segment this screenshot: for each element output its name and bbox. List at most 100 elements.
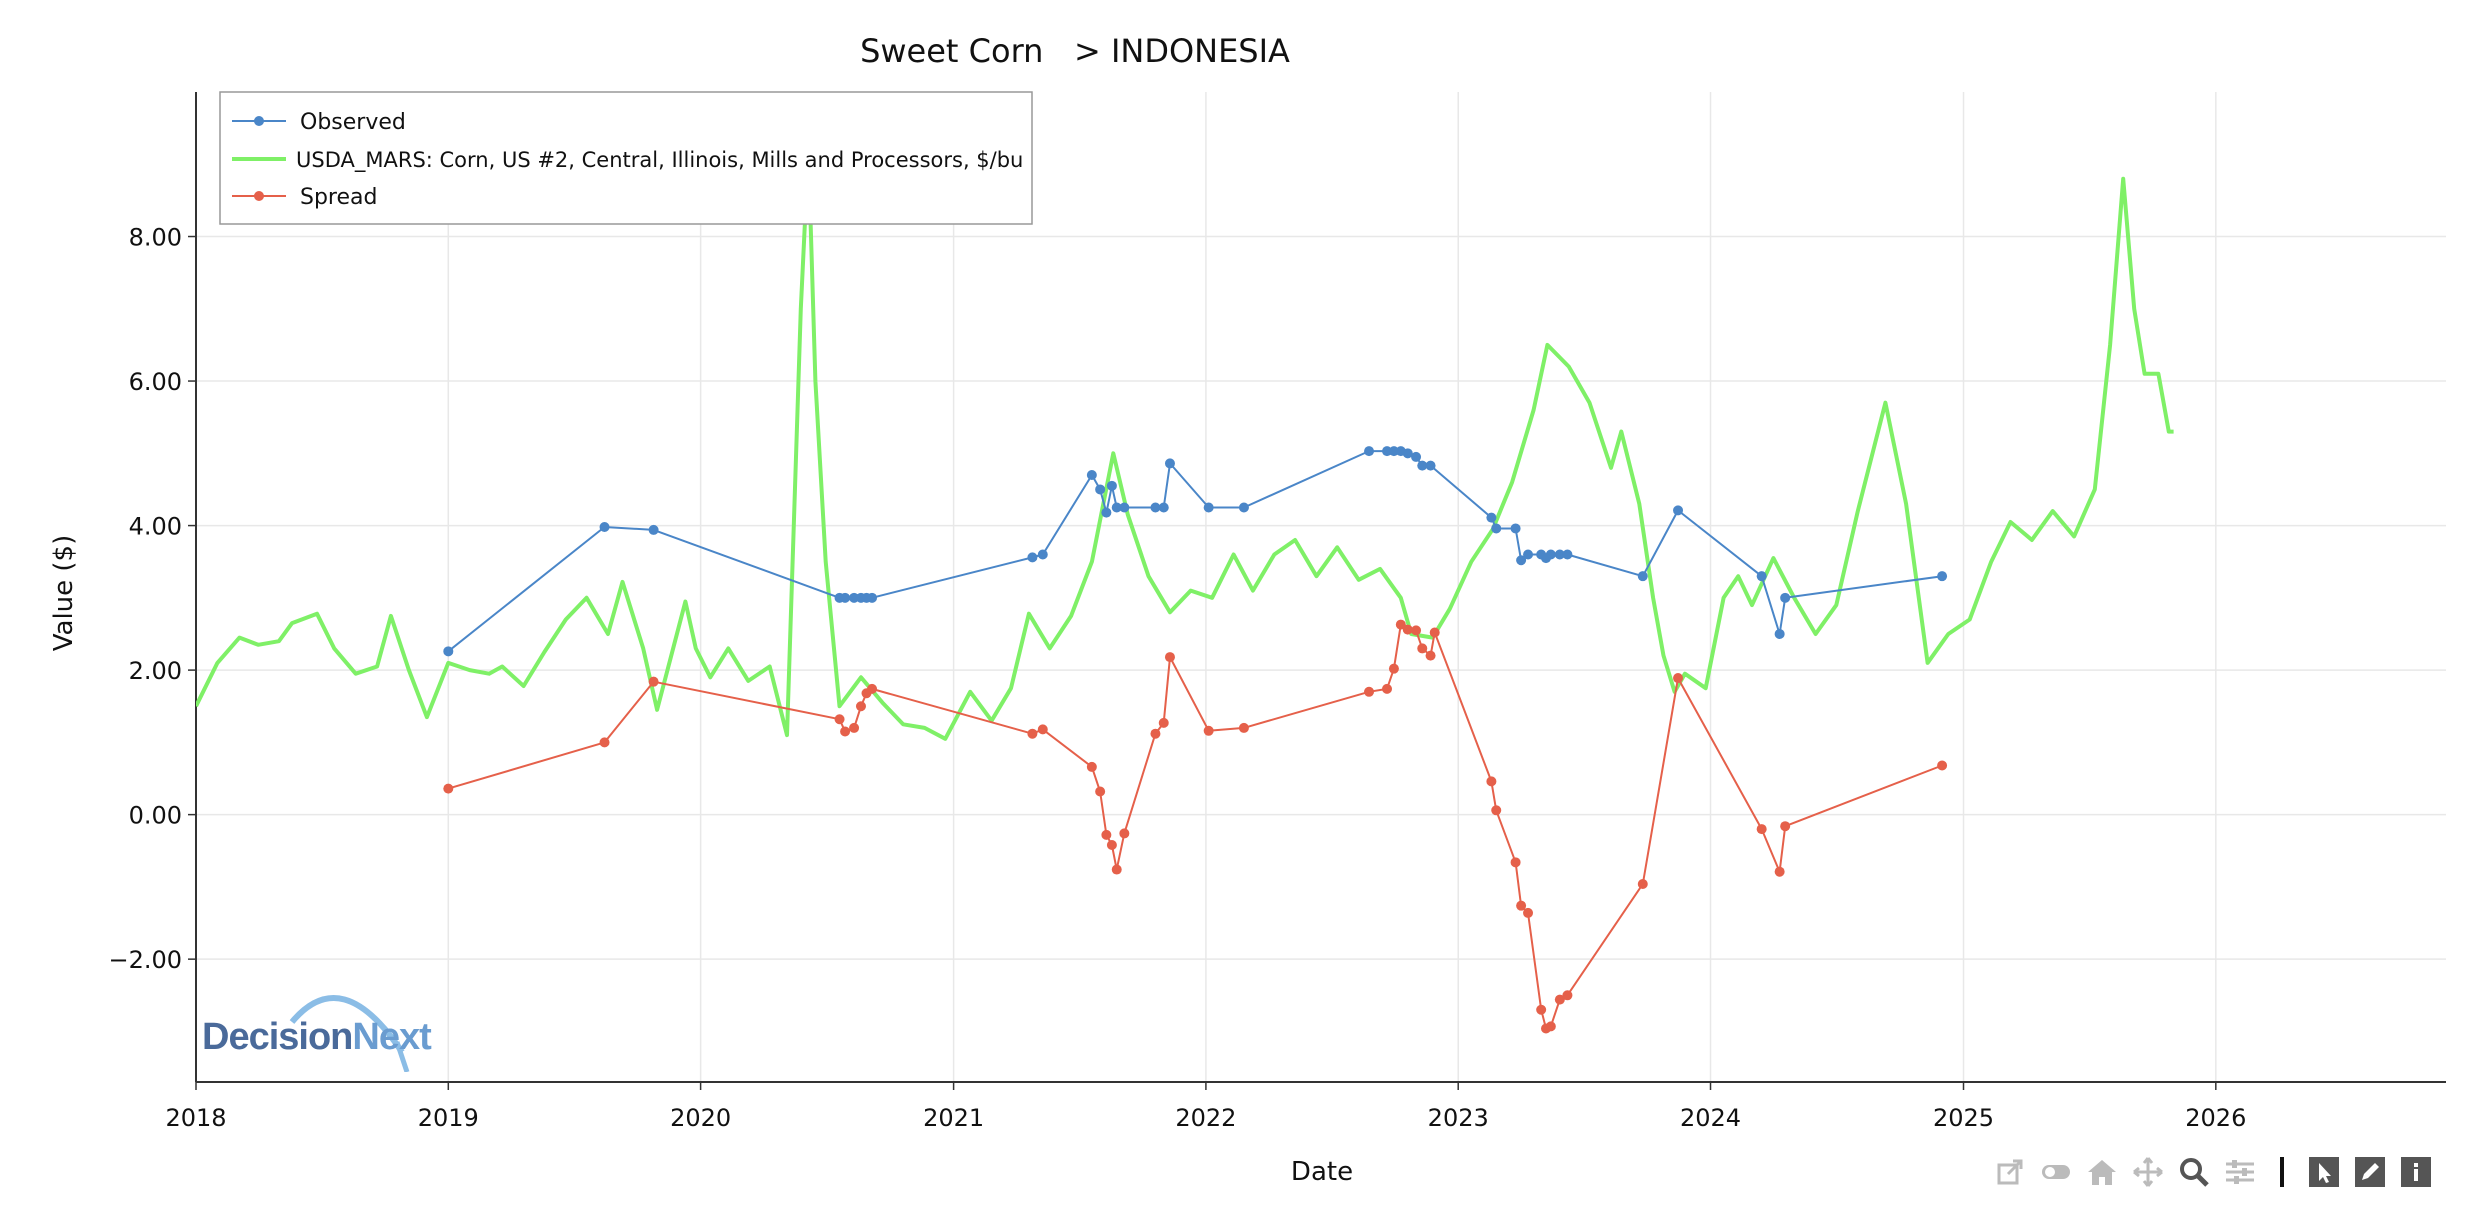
series-layer [196,147,2174,1034]
data-point [1203,725,1214,736]
x-tick-label: 2024 [1680,1104,1741,1132]
logo-text-next: Next [352,1016,431,1058]
y-tick-label: 0.00 [129,802,182,830]
y-axis-ticks: 8.00 6.00 4.00 2.00 0.00 −2.00 [108,224,196,974]
data-point [849,722,860,733]
data-point [1510,523,1521,534]
data-point [867,592,878,603]
data-point [1774,628,1785,639]
data-point [1238,502,1249,513]
data-point [1486,512,1497,523]
legend-item[interactable]: Spread [232,185,377,210]
legend-marker [254,116,264,126]
data-point [1429,627,1440,638]
data-point [1086,469,1097,480]
data-point [1027,552,1038,563]
data-point [1425,650,1436,661]
data-point [1037,724,1048,735]
data-point [1780,821,1791,832]
pan-icon [2133,1157,2163,1187]
edit-icon [2355,1157,2385,1187]
data-point [834,714,845,725]
zoom-icon [2180,1158,2209,1187]
data-point [840,726,851,737]
data-point [1095,786,1106,797]
data-point [443,646,454,657]
data-point [1545,549,1556,560]
x-tick-label: 2021 [923,1104,984,1132]
data-point [1491,805,1502,816]
data-point [1425,460,1436,471]
y-tick-label: 4.00 [129,513,182,541]
edit-button[interactable] [2350,1152,2390,1192]
zoom-button[interactable] [2174,1152,2214,1192]
data-point [1388,663,1399,674]
chart-title: Sweet Corn > INDONESIA [860,32,1290,70]
data-point [1756,824,1767,835]
data-point [1364,686,1375,697]
info-button[interactable] [2396,1152,2436,1192]
data-point [1402,448,1413,459]
data-point [1111,502,1122,513]
toggle-button[interactable] [2036,1152,2076,1192]
data-point [1536,1004,1547,1015]
data-point [849,592,860,603]
y-tick-label: 2.00 [129,657,182,685]
legend-label: Spread [300,185,377,210]
y-axis-label: Value ($) [49,535,79,652]
toolbar-separator [2280,1157,2284,1187]
home-icon [2088,1160,2116,1185]
data-point [599,522,610,533]
toggle-icon [2042,1165,2070,1179]
data-point [1027,728,1038,739]
data-point [840,592,851,603]
legend-item[interactable]: Observed [232,110,406,135]
data-point [1411,625,1422,636]
export-button[interactable] [1990,1152,2030,1192]
home-button[interactable] [2082,1152,2122,1192]
y-tick-label: 8.00 [129,224,182,252]
pan-button[interactable] [2128,1152,2168,1192]
data-point [1395,619,1406,630]
x-tick-label: 2022 [1175,1104,1236,1132]
x-tick-label: 2025 [1933,1104,1994,1132]
data-point [1937,760,1948,771]
data-point [1382,683,1393,694]
data-point [1158,717,1169,728]
data-point [1086,761,1097,772]
data-point [855,701,866,712]
data-point [1516,900,1527,911]
data-point [1417,460,1428,471]
data-point [648,676,659,687]
select-button[interactable] [2304,1152,2344,1192]
logo-arc-icon [289,995,410,1072]
data-point [1402,624,1413,635]
legend-item[interactable]: USDA_MARS: Corn, US #2, Central, Illinoi… [232,148,1023,173]
y-tick-label: 6.00 [129,368,182,396]
data-point [1554,549,1565,560]
export-icon [1997,1159,2023,1185]
x-tick-label: 2020 [670,1104,731,1132]
series-usda-mars [196,147,2174,741]
data-point [1516,555,1527,566]
x-tick-label: 2023 [1428,1104,1489,1132]
chart-toolbar [1990,1150,2470,1194]
data-point [1562,549,1573,560]
data-point [1774,866,1785,877]
x-tick-label: 2018 [165,1104,226,1132]
data-point [1937,571,1948,582]
data-point [1164,652,1175,663]
x-tick-label: 2019 [418,1104,479,1132]
data-point [1562,990,1573,1001]
settings-button[interactable] [2220,1152,2260,1192]
data-point [1106,480,1117,491]
data-point [1388,446,1399,457]
x-tick-label: 2026 [2185,1104,2246,1132]
data-point [443,783,454,794]
series-line [196,147,2174,741]
data-point [1119,828,1130,839]
data-point [867,683,878,694]
data-point [1780,592,1791,603]
data-point [1164,458,1175,469]
data-point [648,524,659,535]
